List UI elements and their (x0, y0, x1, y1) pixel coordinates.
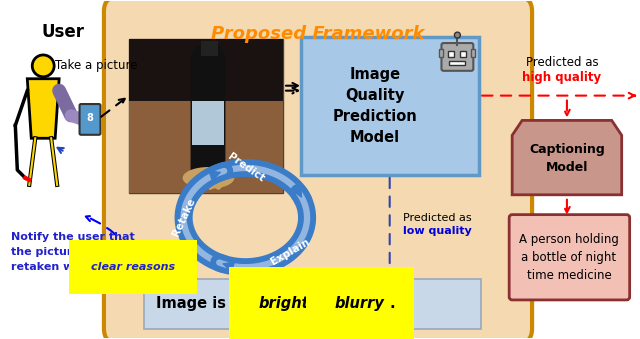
Text: the picture needs to be: the picture needs to be (12, 247, 157, 257)
Polygon shape (191, 46, 225, 175)
Text: bright: bright (259, 296, 309, 312)
FancyBboxPatch shape (509, 215, 630, 300)
Bar (129, 101, 283, 193)
Text: Predicted as: Predicted as (403, 213, 471, 223)
Ellipse shape (207, 176, 214, 190)
Text: User: User (41, 23, 84, 41)
FancyBboxPatch shape (79, 104, 100, 135)
Text: Captioning
Model: Captioning Model (529, 143, 605, 174)
FancyBboxPatch shape (301, 37, 479, 175)
Text: .: . (390, 296, 396, 312)
Ellipse shape (182, 167, 234, 189)
Text: Proposed Framework: Proposed Framework (211, 25, 425, 43)
Text: low quality: low quality (403, 226, 472, 237)
Text: Predicted as: Predicted as (525, 56, 598, 69)
Text: A person holding
a bottle of night
time medicine: A person holding a bottle of night time … (519, 233, 619, 282)
Text: blurry: blurry (335, 296, 385, 312)
Bar (471, 49, 476, 57)
Text: retaken with: retaken with (12, 262, 91, 272)
Text: Notify the user that: Notify the user that (12, 233, 135, 242)
FancyBboxPatch shape (442, 43, 474, 71)
Polygon shape (512, 120, 621, 195)
Text: clear reasons: clear reasons (91, 262, 175, 272)
Text: and: and (308, 296, 339, 312)
Bar (191, 101, 225, 145)
Circle shape (454, 32, 460, 38)
Ellipse shape (191, 176, 200, 190)
Bar (200, 41, 218, 56)
Bar (449, 61, 465, 65)
Text: high quality: high quality (522, 71, 602, 84)
Ellipse shape (214, 176, 223, 190)
Text: Predict: Predict (226, 152, 266, 184)
Bar (440, 49, 444, 57)
Bar (129, 39, 283, 101)
Text: Take a picture: Take a picture (55, 59, 137, 72)
Text: Image
Quality
Prediction
Model: Image Quality Prediction Model (332, 66, 417, 144)
Text: 8: 8 (86, 114, 93, 123)
Text: Explain: Explain (269, 237, 311, 267)
Text: Image is too: Image is too (156, 296, 258, 312)
FancyBboxPatch shape (104, 0, 532, 339)
Ellipse shape (198, 176, 207, 190)
Text: Retake: Retake (170, 196, 197, 238)
FancyBboxPatch shape (144, 279, 481, 329)
Bar (460, 51, 467, 57)
Circle shape (32, 55, 54, 77)
Bar (449, 51, 454, 57)
Polygon shape (28, 79, 59, 138)
FancyBboxPatch shape (129, 39, 283, 193)
